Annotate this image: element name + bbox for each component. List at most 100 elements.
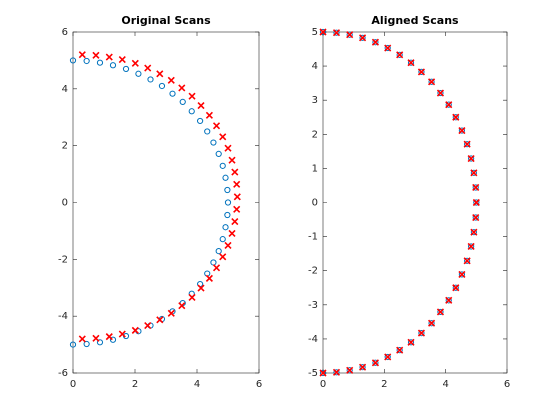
- point: [167, 309, 175, 317]
- x-tick-label: 6: [256, 379, 262, 390]
- point: [212, 122, 221, 130]
- point: [372, 359, 379, 366]
- point: [215, 247, 222, 255]
- point: [418, 68, 425, 75]
- point: [407, 59, 415, 66]
- point: [224, 199, 232, 206]
- point: [178, 302, 186, 310]
- y-tick-label: 3: [312, 95, 318, 106]
- point: [178, 84, 186, 92]
- point: [219, 253, 227, 261]
- point: [188, 92, 196, 100]
- point: [407, 339, 415, 346]
- y-tick-label: 0: [312, 198, 318, 209]
- point: [219, 236, 226, 243]
- point: [346, 31, 353, 38]
- point: [452, 113, 460, 121]
- point: [418, 330, 425, 337]
- y-tick-label: 4: [312, 61, 318, 72]
- y-tick-label: -4: [308, 334, 318, 345]
- point: [396, 346, 404, 354]
- point: [197, 102, 205, 110]
- plot-area: [72, 31, 260, 374]
- point: [205, 111, 213, 119]
- x-tick-label: 4: [442, 379, 448, 390]
- x-tick-label: 4: [194, 379, 200, 390]
- point: [69, 57, 77, 64]
- x-tick-label: 0: [70, 379, 76, 390]
- x-tick-label: 0: [320, 379, 326, 390]
- point: [158, 82, 166, 90]
- y-tick-label: 6: [62, 27, 68, 38]
- y-tick-label: -3: [308, 300, 318, 311]
- point: [231, 168, 239, 176]
- y-tick-label: 2: [312, 129, 318, 140]
- point: [222, 174, 229, 181]
- point: [319, 28, 327, 36]
- y-tick-label: -2: [58, 254, 68, 265]
- point: [179, 98, 186, 106]
- point: [215, 150, 222, 158]
- point: [470, 228, 478, 236]
- point: [473, 199, 480, 206]
- y-tick-label: -5: [308, 368, 318, 379]
- point: [428, 78, 435, 85]
- point: [131, 59, 139, 67]
- point: [396, 51, 404, 59]
- point: [224, 144, 232, 152]
- point: [445, 296, 453, 304]
- y-tick-label: 4: [62, 84, 68, 95]
- point: [212, 264, 221, 272]
- point: [458, 127, 466, 134]
- point: [384, 44, 391, 52]
- point: [467, 154, 475, 163]
- y-tick-label: 2: [62, 141, 68, 152]
- point: [92, 51, 100, 59]
- point: [197, 284, 205, 292]
- point: [436, 308, 445, 316]
- y-tick-label: -1: [308, 232, 318, 243]
- point: [147, 76, 154, 83]
- point: [204, 128, 211, 135]
- point: [463, 140, 471, 148]
- point: [319, 369, 327, 377]
- point: [219, 133, 227, 141]
- point: [96, 59, 104, 66]
- point: [458, 270, 466, 279]
- point: [359, 364, 366, 371]
- point: [452, 284, 459, 291]
- point: [468, 243, 475, 250]
- point: [428, 320, 435, 327]
- point: [224, 241, 232, 249]
- point: [228, 156, 236, 164]
- point: [224, 186, 231, 194]
- point: [332, 368, 341, 376]
- point: [92, 334, 100, 342]
- point: [233, 193, 241, 201]
- point: [222, 224, 229, 231]
- y-tick-label: -4: [58, 311, 68, 322]
- x-tick-label: 2: [132, 379, 138, 390]
- point: [437, 89, 444, 97]
- point: [467, 242, 475, 251]
- point: [358, 34, 367, 42]
- point: [458, 126, 466, 135]
- chart-title: Aligned Scans: [371, 14, 459, 27]
- y-tick-label: 1: [312, 163, 318, 174]
- point: [371, 38, 380, 46]
- point: [396, 51, 403, 58]
- point: [346, 366, 354, 374]
- point: [118, 330, 126, 338]
- point: [144, 64, 152, 72]
- x-tick-label: 6: [504, 379, 510, 390]
- point: [472, 183, 480, 192]
- point: [464, 257, 471, 264]
- point: [105, 53, 113, 61]
- point: [96, 339, 104, 346]
- point: [472, 214, 479, 221]
- point: [358, 363, 367, 371]
- point: [458, 271, 466, 278]
- point: [372, 39, 379, 46]
- point: [470, 169, 478, 177]
- point: [224, 211, 231, 219]
